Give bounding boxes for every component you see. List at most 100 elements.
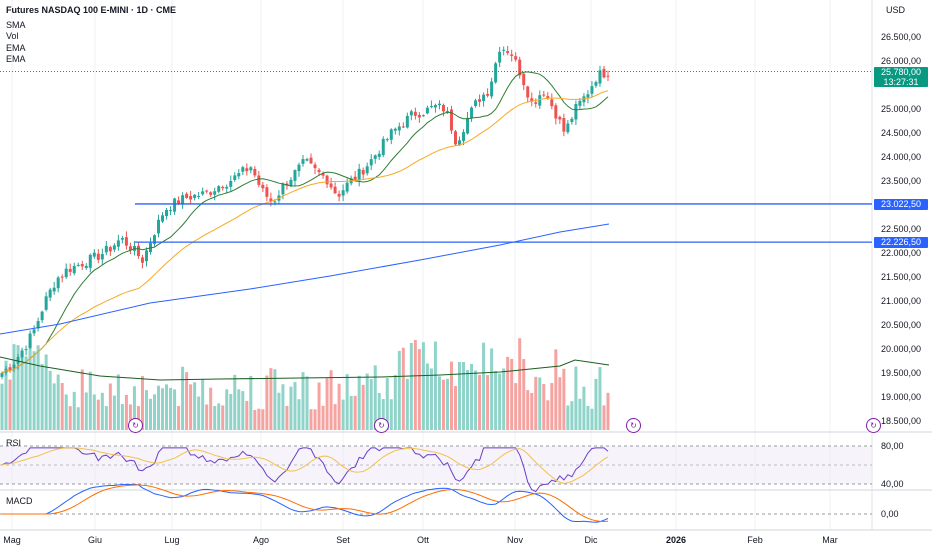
hline-tag-1[interactable]: 23.022,50 bbox=[874, 199, 928, 210]
candle-body bbox=[550, 99, 554, 107]
indicator-ema-1[interactable]: EMA bbox=[6, 42, 26, 53]
candle-body bbox=[116, 240, 120, 247]
volume-bar bbox=[289, 386, 293, 430]
event-icon-3[interactable]: ↻ bbox=[626, 418, 641, 433]
volume-bar bbox=[482, 342, 486, 430]
volume-bar bbox=[68, 406, 72, 430]
candle-body bbox=[229, 180, 233, 187]
volume-bar bbox=[297, 399, 301, 430]
volume-bar bbox=[570, 401, 574, 430]
volume-bar bbox=[566, 405, 570, 430]
hline-tag-2[interactable]: 22.226,50 bbox=[874, 237, 928, 248]
volume-bar bbox=[385, 378, 389, 430]
candle-body bbox=[498, 51, 502, 63]
candle-body bbox=[554, 105, 558, 119]
macd-label[interactable]: MACD bbox=[6, 496, 33, 506]
volume-bar bbox=[233, 374, 237, 430]
candle-body bbox=[64, 268, 68, 278]
volume-bar bbox=[409, 343, 413, 430]
volume-bar bbox=[498, 373, 502, 430]
candle-body bbox=[297, 164, 301, 172]
macd-signal-line bbox=[2, 484, 609, 523]
event-icon-1[interactable]: ↻ bbox=[128, 418, 143, 433]
volume-bar bbox=[24, 356, 28, 430]
volume-bar bbox=[84, 392, 88, 430]
candle-body bbox=[458, 140, 462, 146]
volume-bar bbox=[60, 383, 64, 430]
volume-bar bbox=[522, 359, 526, 430]
candle-body bbox=[269, 198, 273, 202]
volume-bar bbox=[309, 409, 313, 430]
volume-bar bbox=[157, 385, 161, 430]
candle-body bbox=[205, 190, 209, 192]
candle-body bbox=[510, 54, 514, 56]
currency-label[interactable]: USD bbox=[886, 5, 906, 15]
time-tick: Set bbox=[336, 535, 350, 545]
time-tick: Nov bbox=[507, 535, 524, 545]
volume-bar bbox=[417, 349, 421, 430]
volume-bar bbox=[357, 375, 361, 430]
volume-bar bbox=[209, 387, 213, 430]
candle-body bbox=[157, 219, 161, 234]
candle-body bbox=[301, 159, 305, 164]
candle-body bbox=[317, 169, 321, 173]
volume-bar bbox=[177, 406, 181, 430]
event-icon-4[interactable]: ↻ bbox=[866, 418, 881, 433]
candle-body bbox=[369, 159, 373, 166]
candle-body bbox=[602, 68, 606, 78]
volume-bar bbox=[453, 386, 457, 430]
volume-bar bbox=[48, 370, 52, 430]
candle-body bbox=[466, 117, 470, 134]
candle-body bbox=[108, 247, 112, 252]
volume-bar bbox=[253, 409, 257, 430]
candle-body bbox=[120, 237, 124, 240]
candle-body bbox=[96, 253, 100, 260]
indicator-sma[interactable]: SMA bbox=[6, 20, 26, 30]
volume-bar bbox=[441, 379, 445, 430]
time-tick: Giu bbox=[88, 535, 102, 545]
candle-body bbox=[16, 357, 20, 364]
volume-bar bbox=[116, 374, 120, 430]
volume-bar bbox=[261, 409, 265, 430]
candle-body bbox=[377, 153, 381, 157]
candle-body bbox=[357, 168, 361, 181]
volume-bar bbox=[64, 394, 68, 430]
price-tick: 26.500,00 bbox=[881, 32, 921, 42]
candle-body bbox=[441, 105, 445, 112]
candle-body bbox=[165, 209, 169, 217]
event-icon-2[interactable]: ↻ bbox=[374, 418, 389, 433]
volume-bar bbox=[44, 354, 48, 430]
rsi-label[interactable]: RSI bbox=[6, 438, 22, 448]
candle-body bbox=[185, 193, 189, 198]
candle-body bbox=[128, 246, 132, 251]
candle-body bbox=[453, 131, 457, 145]
volume-bar bbox=[277, 392, 281, 430]
volume-bar bbox=[594, 378, 598, 430]
volume-bar bbox=[241, 391, 245, 430]
time-axis: Mag Giu Lug Ago Set Ott Nov Dic 2026 Feb Mar bbox=[3, 535, 838, 545]
indicator-ema-2[interactable]: EMA bbox=[6, 53, 26, 64]
volume-bar bbox=[104, 406, 108, 430]
price-tick: 25.000,00 bbox=[881, 104, 921, 114]
candle-body bbox=[482, 94, 486, 101]
indicator-vol[interactable]: Vol bbox=[6, 31, 19, 42]
candle-body bbox=[28, 333, 32, 348]
volume-bar bbox=[112, 395, 116, 430]
volume-bar bbox=[506, 356, 510, 430]
time-tick: Dic bbox=[585, 535, 598, 545]
candle-body bbox=[241, 167, 245, 172]
candle-body bbox=[100, 254, 104, 260]
volume-bar bbox=[165, 384, 169, 430]
volume-bar bbox=[281, 384, 285, 430]
volume-bar bbox=[345, 374, 349, 430]
volume-bar bbox=[8, 379, 12, 430]
candle-body bbox=[32, 329, 36, 334]
volume-bar bbox=[586, 405, 590, 430]
ema-fast-line bbox=[1, 71, 609, 374]
candle-body bbox=[401, 126, 405, 128]
symbol-title[interactable]: Futures NASDAQ 100 E-MINI · 1D · CME bbox=[6, 5, 177, 15]
candle-body bbox=[329, 183, 333, 188]
volume-bar bbox=[92, 394, 96, 430]
candle-body bbox=[140, 257, 144, 263]
